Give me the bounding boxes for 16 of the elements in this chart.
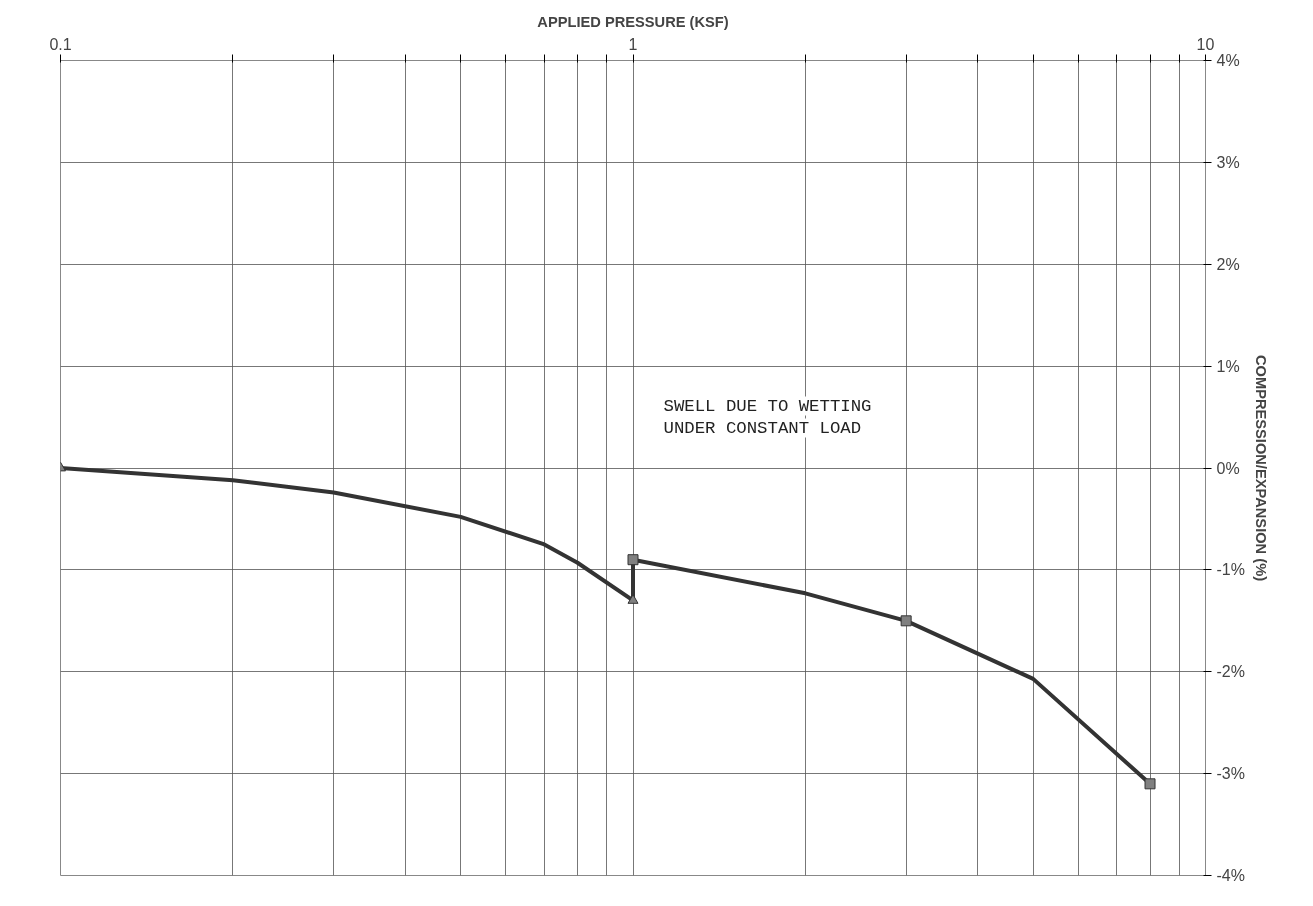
y-axis-title: COMPRESSION/EXPANSION (%) (1252, 354, 1269, 582)
y-tick-label: 0% (1216, 459, 1240, 477)
y-tick-label: -2% (1216, 663, 1245, 681)
y-tick-label: 4% (1216, 52, 1240, 69)
x-tick-label: 0.1 (49, 35, 72, 53)
y-tick-label: -4% (1216, 867, 1245, 884)
y-tick-label: -3% (1216, 765, 1245, 783)
annotation: SWELL DUE TO WETTING (663, 396, 872, 416)
y-tick-label: 2% (1216, 255, 1240, 273)
y-tick-label: 1% (1216, 357, 1240, 375)
annotation: UNDER CONSTANT LOAD (663, 418, 862, 438)
y-tick-label: -1% (1216, 561, 1245, 579)
x-tick-label: 10 (1196, 35, 1215, 53)
x-tick-label: 1 (628, 35, 638, 53)
x-axis-title: APPLIED PRESSURE (KSF) (537, 13, 729, 30)
y-tick-label: 3% (1216, 153, 1240, 171)
